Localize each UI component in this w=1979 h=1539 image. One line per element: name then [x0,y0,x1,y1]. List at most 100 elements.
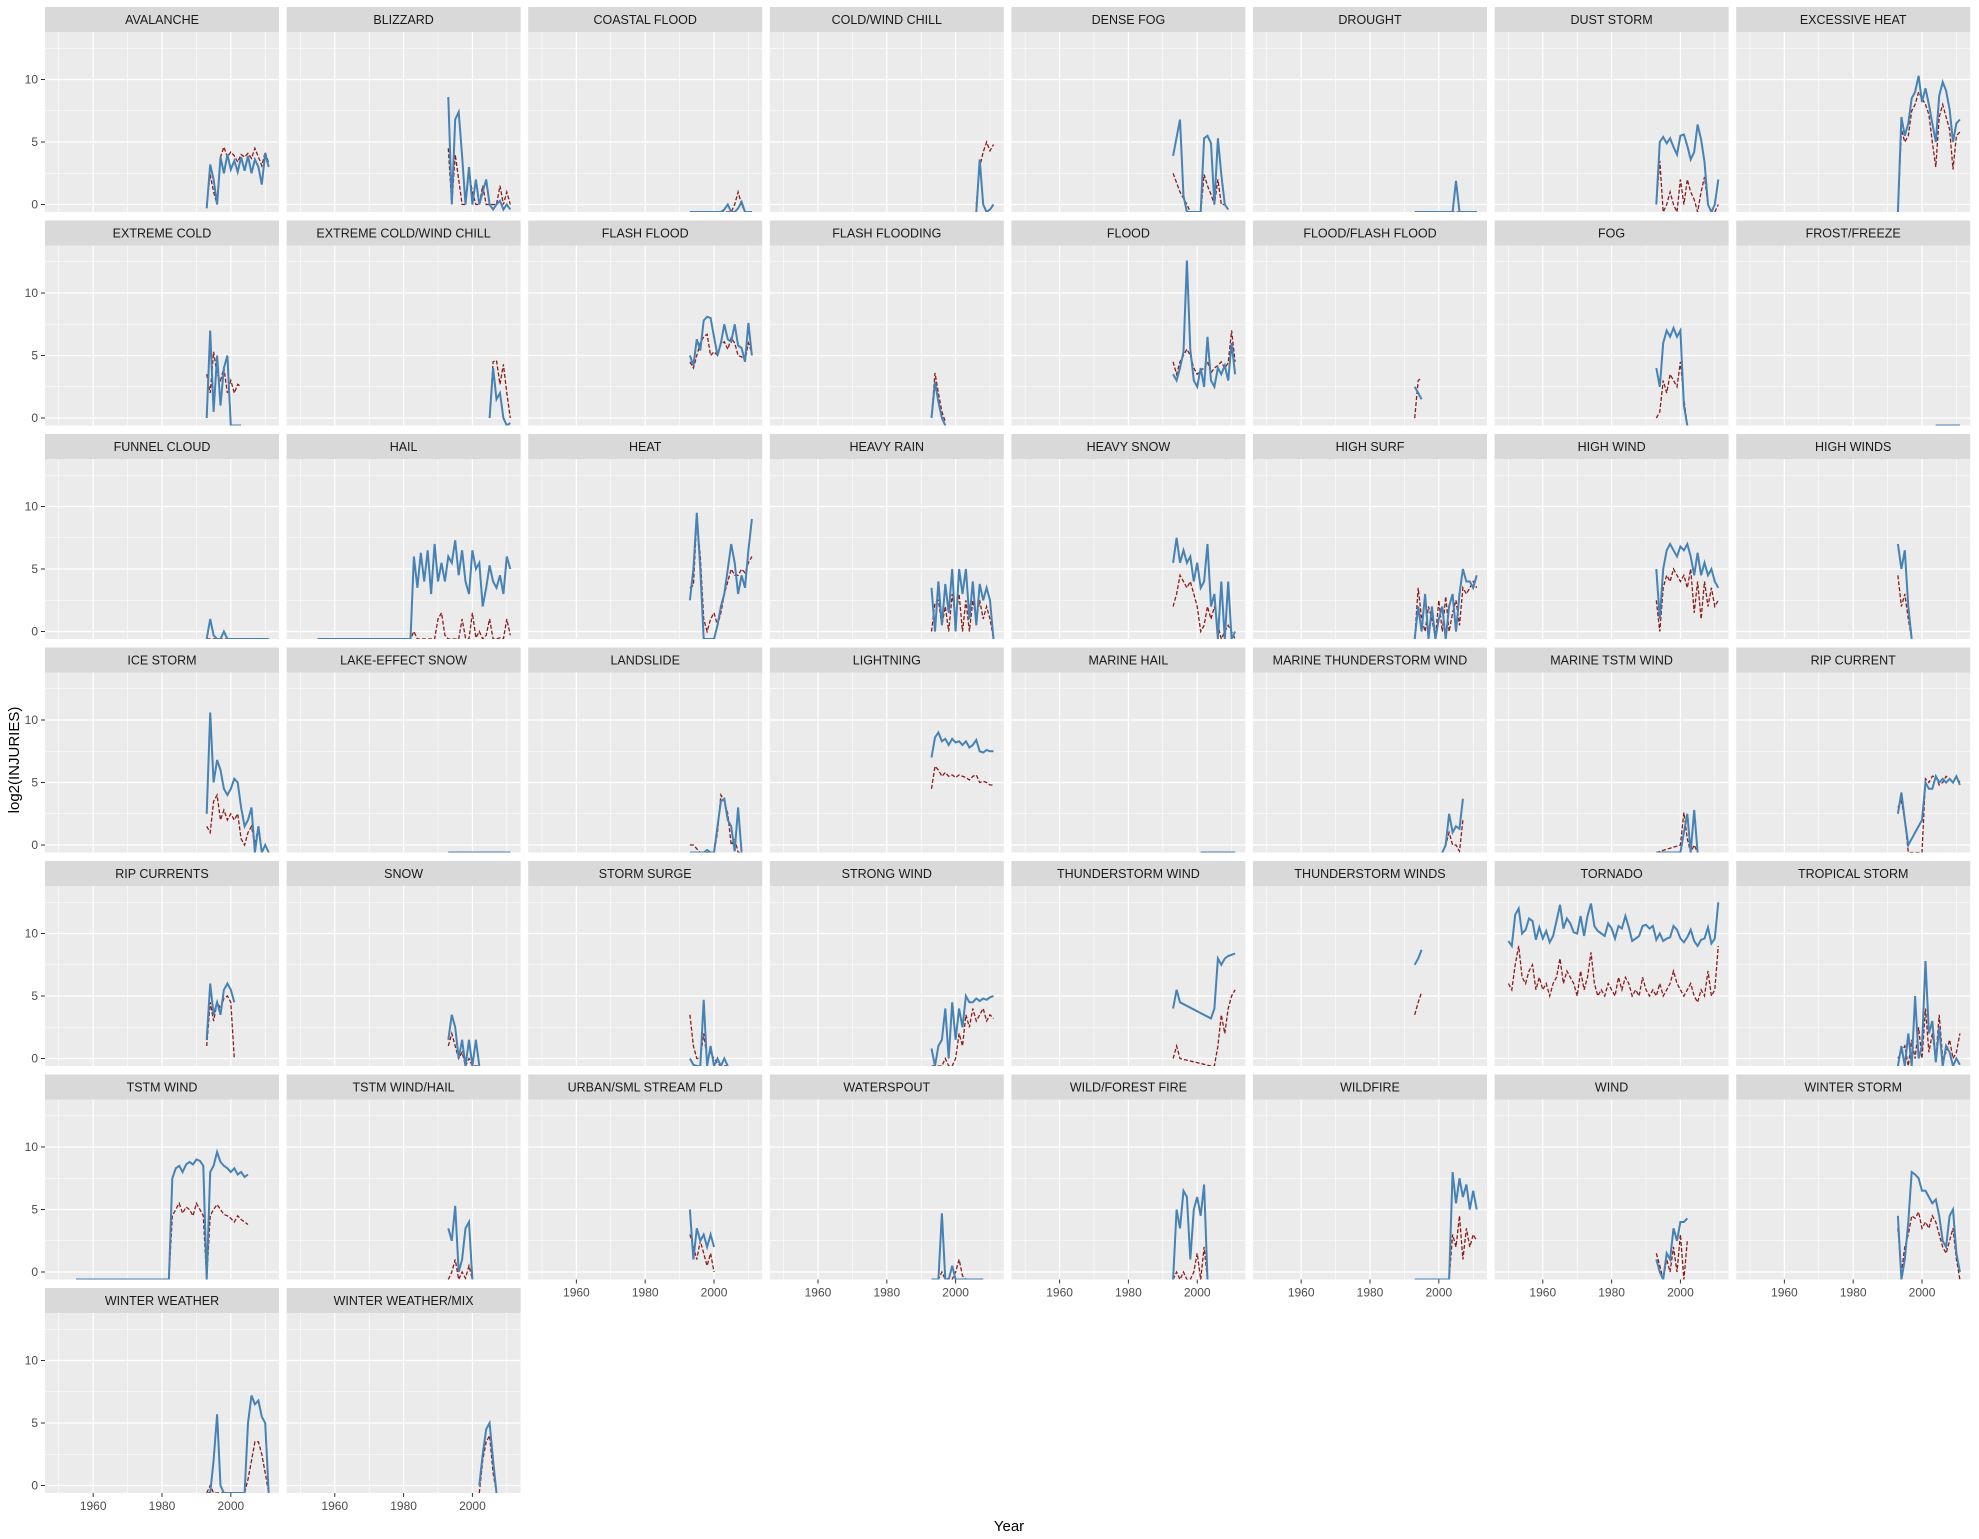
facet-panel: HIGH SURF [1253,434,1487,639]
series-line-dashed [206,792,270,853]
series-line-solid [688,315,753,366]
y-tick-label: 10 [25,73,39,87]
facet-strip [1011,1074,1246,1100]
facet-strip [1011,647,1246,673]
series-line-solid [1413,568,1478,639]
facet-panel: RIP CURRENTS 0 5 10 [25,861,279,1066]
series-line-dashed [931,1259,984,1280]
series-line-solid [478,1419,498,1493]
facet-strip-label: HIGH WIND [1578,440,1646,454]
series-line-solid [1896,543,1913,639]
series-line-solid [1414,180,1477,212]
facet-strip-label: WINTER STORM [1804,1081,1902,1095]
facet-strip [769,7,1004,32]
series-line-dashed [1655,1234,1688,1280]
facet-strip-label: FLASH FLOODING [832,227,941,241]
facet-panel: SNOW [286,861,521,1066]
facet-panel: COLD/WIND CHILL [769,7,1004,212]
facet-panel: DENSE FOG [1011,7,1246,212]
series-line-solid [447,96,512,212]
facet-strip [45,1074,279,1100]
facet-panel: MARINE HAIL [1011,647,1246,853]
x-tick-label: 1980 [390,1499,417,1513]
facet-strip-label: EXCESSIVE HEAT [1800,13,1907,27]
facet-strip-label: AVALANCHE [125,13,199,27]
series-line-dashed [1897,1008,1961,1066]
facet-strip-label: MARINE HAIL [1088,654,1168,668]
series-line-solid [975,159,995,212]
facet-strip [286,434,521,459]
facet-strip [1736,220,1971,246]
facet-strip-label: FOG [1598,227,1625,241]
x-tick-label: 2000 [942,1286,969,1300]
y-tick-label: 0 [31,1479,38,1493]
series-line-solid [1441,798,1464,853]
facet-panel: WATERSPOUT 1960 1980 2000 [769,1074,1004,1300]
series-line-solid [930,568,995,639]
series-line-solid [205,330,242,426]
series-line-dashed [1655,567,1719,632]
series-line-dashed [1656,812,1699,853]
facet-panel: TORNADO [1494,861,1729,1066]
y-tick-label: 10 [25,500,39,514]
series-line-solid [205,153,270,209]
series-line-solid [1896,773,1961,849]
facet-strip [1494,647,1729,673]
facet-panel: RIP CURRENT [1736,647,1971,853]
facet-strip-label: WATERSPOUT [843,1081,930,1095]
facet-panel: FLOOD/FLASH FLOOD [1253,220,1487,426]
y-tick-label: 0 [31,1052,38,1066]
facet-strip-label: HEAVY RAIN [850,440,925,454]
facet-panel: FLASH FLOOD [528,220,763,426]
facet-panel: DUST STORM [1494,7,1729,212]
facet-strip [528,647,763,673]
facet-strip [769,220,1004,246]
facet-strip-label: WILD/FOREST FIRE [1070,1081,1187,1095]
facet-panel: MARINE THUNDERSTORM WIND [1253,647,1487,853]
facet-strip [769,861,1004,886]
y-tick-label: 5 [31,562,38,576]
facet-strip [1011,861,1246,886]
facet-panel: WILD/FOREST FIRE 1960 1980 2000 [1011,1074,1246,1300]
facet-panel: TSTM WIND/HAIL [286,1074,521,1280]
facet-panel: LANDSLIDE [528,647,763,853]
x-axis-title: Year [994,1518,1024,1535]
y-axis-title: log2(INJURIES) [6,707,23,814]
series-line-solid [447,1205,474,1280]
x-tick-label: 1960 [1529,1286,1556,1300]
facet-strip-label: RIP CURRENT [1811,654,1897,668]
facet-panel: COASTAL FLOOD [528,7,763,212]
x-tick-label: 2000 [701,1286,728,1300]
y-tick-label: 10 [25,1140,39,1154]
x-tick-label: 1980 [1357,1286,1384,1300]
facet-strip [528,7,763,32]
facet-strip [1736,861,1971,886]
series-line-dashed [1414,992,1423,1015]
facet-strip-label: EXTREME COLD/WIND CHILL [316,227,490,241]
facet-panel: EXTREME COLD 0 5 10 [25,220,279,426]
facet-strip-label: WINTER WEATHER [105,1294,219,1308]
facet-strip-label: ICE STORM [127,654,196,668]
facet-panel: TSTM WIND 0 5 10 [25,1074,279,1280]
x-tick-label: 2000 [1667,1286,1694,1300]
y-tick-label: 0 [31,838,38,852]
facet-panel: TROPICAL STORM [1736,861,1971,1066]
facet-strip [769,1074,1004,1100]
facet-strip [1253,861,1487,886]
facet-strip-label: FLOOD/FLASH FLOOD [1303,227,1436,241]
series-line-dashed [930,593,995,639]
facet-strip [1494,7,1729,32]
facet-panel: THUNDERSTORM WINDS [1253,861,1487,1066]
y-tick-label: 0 [31,411,38,425]
facet-panel: STRONG WIND [769,861,1004,1066]
facet-strip [769,647,1004,673]
x-tick-label: 1980 [632,1286,659,1300]
x-tick-label: 2000 [1909,1286,1936,1300]
facet-strip [528,861,763,886]
x-tick-label: 1980 [1115,1286,1142,1300]
facet-strip-label: HAIL [390,440,418,454]
x-tick-label: 1960 [80,1499,107,1513]
facet-strip [1494,861,1729,886]
series-line-solid [1413,386,1423,400]
